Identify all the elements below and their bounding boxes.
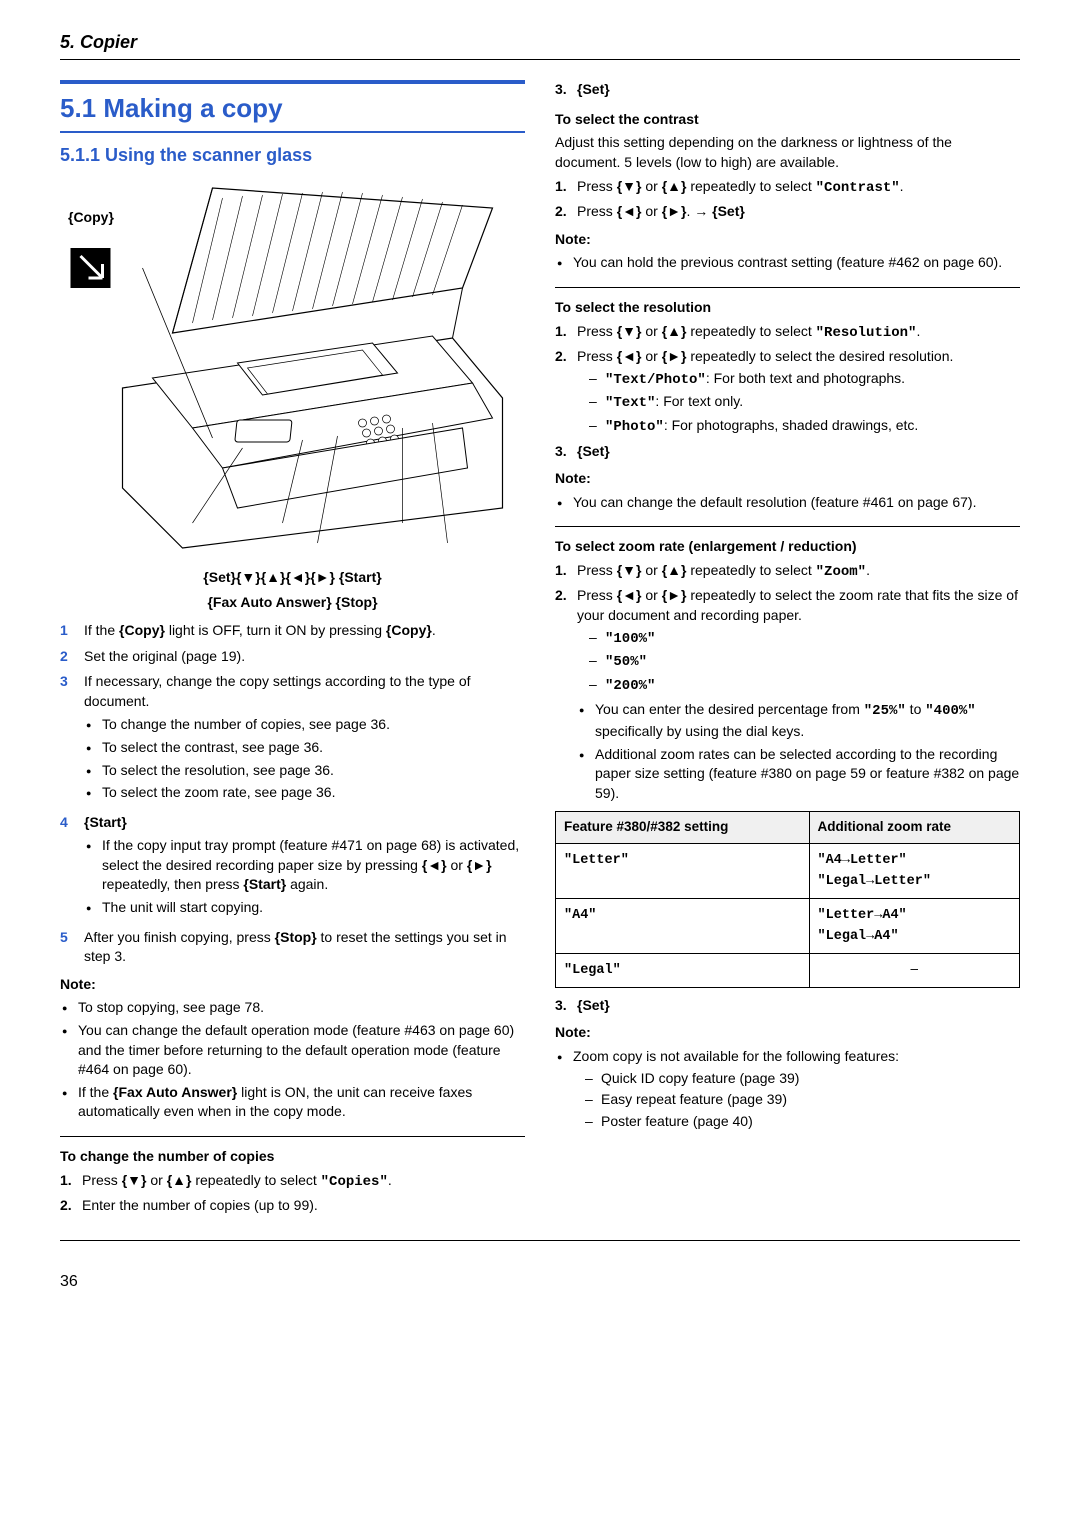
res-item-0: Press {▼} or {▲} repeatedly to select "R… (577, 323, 920, 339)
contrast-item-0: Press {▼} or {▲} repeatedly to select "C… (577, 178, 904, 194)
zoom-r2c1: – (809, 953, 1019, 987)
right-column: 3.{Set} To select the contrast Adjust th… (555, 80, 1020, 1220)
res-note-0: You can change the default resolution (f… (555, 493, 1020, 513)
copies-item-1: Enter the number of copies (up to 99). (82, 1197, 318, 1213)
step-body-3: If necessary, change the copy settings a… (84, 673, 471, 709)
zoom-item-1: Press {◄} or {►} repeatedly to select th… (577, 587, 1018, 623)
subsection-title: 5.1.1 Using the scanner glass (60, 143, 525, 168)
note1-bullet-0: To stop copying, see page 78. (60, 998, 525, 1018)
step-body-4: {Start} (84, 814, 127, 830)
step-num-3: 3 (60, 672, 74, 807)
zoom-heading: To select zoom rate (enlargement / reduc… (555, 537, 1020, 557)
divider (60, 1136, 525, 1137)
resolution-heading: To select the resolution (555, 298, 1020, 318)
note1-bullet-1: You can change the default operation mod… (60, 1021, 525, 1080)
res-note-label: Note: (555, 469, 1020, 489)
chapter-header: 5. Copier (60, 30, 1020, 60)
zoom-note-label: Note: (555, 1023, 1020, 1043)
step-num-2: 2 (60, 647, 74, 667)
step-num-1: 1 (60, 621, 74, 641)
zoom-r2c0: "Legal" (556, 953, 810, 987)
contrast-item-1: Press {◄} or {►}. → {Set} (577, 203, 745, 219)
zoom-note-dash-1: Easy repeat feature (page 39) (573, 1090, 1020, 1110)
left-column: 5.1 Making a copy 5.1.1 Using the scanne… (60, 80, 525, 1220)
res-item-1: Press {◄} or {►} repeatedly to select th… (577, 348, 953, 364)
section-rule-top (60, 80, 525, 84)
contrast-heading: To select the contrast (555, 110, 1020, 130)
step4-bullet-0: If the copy input tray prompt (feature #… (84, 836, 525, 895)
figure-buttons-row2: {Fax Auto Answer} {Stop} (60, 593, 525, 613)
zoom-note-dash-2: Poster feature (page 40) (573, 1112, 1020, 1132)
step-num-5: 5 (60, 928, 74, 967)
zoom-r0c0: "Letter" (556, 844, 810, 899)
note1-label: Note: (60, 975, 525, 995)
contrast-intro: Adjust this setting depending on the dar… (555, 133, 1020, 172)
zoom-th-2: Additional zoom rate (809, 812, 1019, 844)
zoom-note-dash-0: Quick ID copy feature (page 39) (573, 1069, 1020, 1089)
zoom-r1c0: "A4" (556, 899, 810, 954)
step3-bullet-2: To select the resolution, see page 36. (84, 761, 525, 781)
zoom-note-0: Zoom copy is not available for the follo… (555, 1047, 1020, 1131)
section-title: 5.1 Making a copy (60, 90, 525, 126)
res-dash-2: "Photo": For photographs, shaded drawing… (577, 416, 1020, 438)
zoom-extra-1: Additional zoom rates can be selected ac… (577, 745, 1020, 804)
change-copies-heading: To change the number of copies (60, 1147, 525, 1167)
divider-3 (555, 526, 1020, 527)
copies-item-0: Press {▼} or {▲} repeatedly to select "C… (82, 1172, 392, 1188)
zoom-item-0: Press {▼} or {▲} repeatedly to select "Z… (577, 562, 870, 578)
zoom-r0c1: "A4→Letter""Legal→Letter" (809, 844, 1019, 899)
step3-bullet-1: To select the contrast, see page 36. (84, 738, 525, 758)
section-rule-bottom (60, 131, 525, 133)
contrast-note-label: Note: (555, 230, 1020, 250)
contrast-note-0: You can hold the previous contrast setti… (555, 253, 1020, 273)
step-body-2: Set the original (page 19). (84, 647, 525, 667)
note1-bullet-2: If the {Fax Auto Answer} light is ON, th… (60, 1083, 525, 1122)
copies-step3: {Set} (577, 81, 610, 97)
zoom-step3: {Set} (577, 997, 610, 1013)
zoom-extra-0: You can enter the desired percentage fro… (577, 700, 1020, 741)
page-number: 36 (60, 1271, 1020, 1293)
divider-2 (555, 287, 1020, 288)
scanner-figure: {Copy} (60, 178, 525, 558)
zoom-dash-0: "100%" (577, 628, 1020, 650)
zoom-table: Feature #380/#382 setting Additional zoo… (555, 811, 1020, 987)
res-dash-1: "Text": For text only. (577, 392, 1020, 414)
step3-bullet-3: To select the zoom rate, see page 36. (84, 783, 525, 803)
zoom-th-1: Feature #380/#382 setting (556, 812, 810, 844)
step-body-1: If the {Copy} light is OFF, turn it ON b… (84, 621, 525, 641)
main-steps: 1 If the {Copy} light is OFF, turn it ON… (60, 621, 525, 967)
figure-buttons-row1: {Set}{▼}{▲}{◄}{►} {Start} (60, 568, 525, 588)
step3-bullet-0: To change the number of copies, see page… (84, 715, 525, 735)
zoom-dash-2: "200%" (577, 675, 1020, 697)
step-body-5: After you finish copying, press {Stop} t… (84, 928, 525, 967)
res-step3: {Set} (577, 443, 610, 459)
copy-button-label: {Copy} (68, 208, 114, 228)
step-num-4: 4 (60, 813, 74, 922)
step4-bullet-1: The unit will start copying. (84, 898, 525, 918)
zoom-dash-1: "50%" (577, 651, 1020, 673)
zoom-r1c1: "Letter→A4""Legal→A4" (809, 899, 1019, 954)
res-dash-0: "Text/Photo": For both text and photogra… (577, 369, 1020, 391)
